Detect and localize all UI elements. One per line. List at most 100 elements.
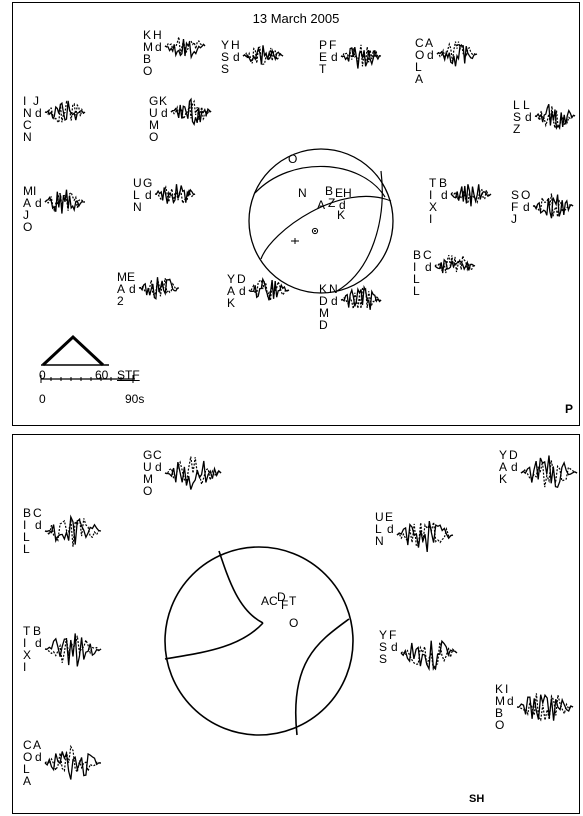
station-code: S F J bbox=[511, 188, 520, 226]
station-code: K M B O bbox=[495, 682, 505, 732]
station-component: L bbox=[523, 98, 530, 112]
station-component: D bbox=[509, 448, 518, 462]
station-code: M A J O bbox=[23, 184, 33, 234]
station-subscript: d bbox=[391, 640, 398, 654]
station-component: C bbox=[33, 506, 42, 520]
waveform-trace bbox=[400, 639, 458, 672]
station-component: D bbox=[237, 272, 246, 286]
station-code: T I X I bbox=[23, 624, 32, 674]
station-component: B bbox=[439, 176, 448, 190]
station-code: U L N bbox=[133, 176, 142, 214]
stf-bottom-zero: 0 bbox=[39, 392, 46, 406]
waveform-trace bbox=[516, 693, 574, 722]
waveform-trace bbox=[436, 41, 478, 67]
sphere-label: K bbox=[337, 208, 346, 222]
station-subscript: d bbox=[35, 750, 42, 764]
sh-focal-sphere bbox=[164, 546, 354, 736]
phase-label: P bbox=[565, 402, 574, 416]
sphere-label: Z bbox=[328, 196, 336, 210]
station-subscript: d bbox=[441, 188, 448, 202]
station-subscript: d bbox=[387, 522, 394, 536]
station-subscript: d bbox=[35, 196, 42, 210]
sphere-label: H bbox=[343, 186, 352, 200]
station-component: E bbox=[127, 270, 136, 284]
station-code: Y S S bbox=[221, 38, 230, 76]
station-code: K D M D bbox=[319, 282, 329, 332]
station-component: C bbox=[153, 448, 162, 462]
station-code: Y A K bbox=[499, 448, 508, 486]
station-code: P E T bbox=[319, 38, 328, 76]
waveform-trace bbox=[164, 456, 222, 490]
station-component: F bbox=[329, 38, 337, 52]
station-subscript: d bbox=[425, 260, 432, 274]
waveform-trace bbox=[44, 633, 102, 667]
waveform-trace bbox=[520, 455, 578, 488]
waveform-trace bbox=[340, 284, 382, 310]
station-component: C bbox=[423, 248, 432, 262]
station-component: H bbox=[153, 28, 162, 42]
sphere-label: O bbox=[289, 616, 299, 630]
station-subscript: d bbox=[155, 40, 162, 54]
stf-top-60: 60 bbox=[95, 368, 109, 382]
stf-top-zero: 0 bbox=[39, 368, 46, 382]
station-subscript: d bbox=[161, 106, 168, 120]
station-code: L S Z bbox=[513, 98, 522, 136]
sphere-label: A bbox=[261, 594, 270, 608]
station-component: N bbox=[329, 282, 338, 296]
station-subscript: d bbox=[525, 110, 532, 124]
waveform-trace bbox=[44, 514, 102, 547]
sphere-label: N bbox=[298, 186, 307, 200]
station-code: G U M O bbox=[143, 448, 153, 498]
waveform-trace bbox=[396, 520, 454, 552]
station-subscript: d bbox=[35, 518, 42, 532]
station-component: E bbox=[385, 510, 394, 524]
waveform-trace bbox=[532, 193, 574, 219]
station-subscript: d bbox=[35, 636, 42, 650]
sphere-label: C bbox=[269, 594, 278, 608]
station-subscript: d bbox=[239, 284, 246, 298]
station-subscript: d bbox=[331, 294, 338, 308]
waveform-trace bbox=[248, 276, 290, 301]
station-code: T I X I bbox=[429, 176, 438, 226]
waveform-trace bbox=[534, 103, 576, 131]
station-component: H bbox=[231, 38, 240, 52]
sphere-label: T bbox=[289, 594, 297, 608]
station-code: C O L A bbox=[415, 36, 425, 86]
station-code: C O L A bbox=[23, 738, 33, 788]
phase-label: SH bbox=[469, 793, 485, 805]
waveform-trace bbox=[242, 45, 284, 67]
waveform-trace bbox=[44, 100, 86, 125]
station-code: I N C N bbox=[23, 94, 32, 144]
station-code: B I L L bbox=[23, 506, 32, 556]
station-component: G bbox=[143, 176, 153, 190]
sphere-label: O bbox=[288, 152, 298, 166]
station-component: B bbox=[33, 624, 42, 638]
station-component: A bbox=[425, 36, 434, 50]
station-component: I bbox=[33, 184, 37, 198]
stf-bottom-90s: 90s bbox=[125, 392, 145, 406]
station-subscript: d bbox=[233, 50, 240, 64]
stf-label: STF bbox=[117, 368, 140, 382]
sphere-label: B bbox=[325, 184, 334, 198]
station-subscript: d bbox=[427, 48, 434, 62]
sphere-label: A bbox=[317, 198, 326, 212]
waveform-trace bbox=[44, 744, 102, 780]
